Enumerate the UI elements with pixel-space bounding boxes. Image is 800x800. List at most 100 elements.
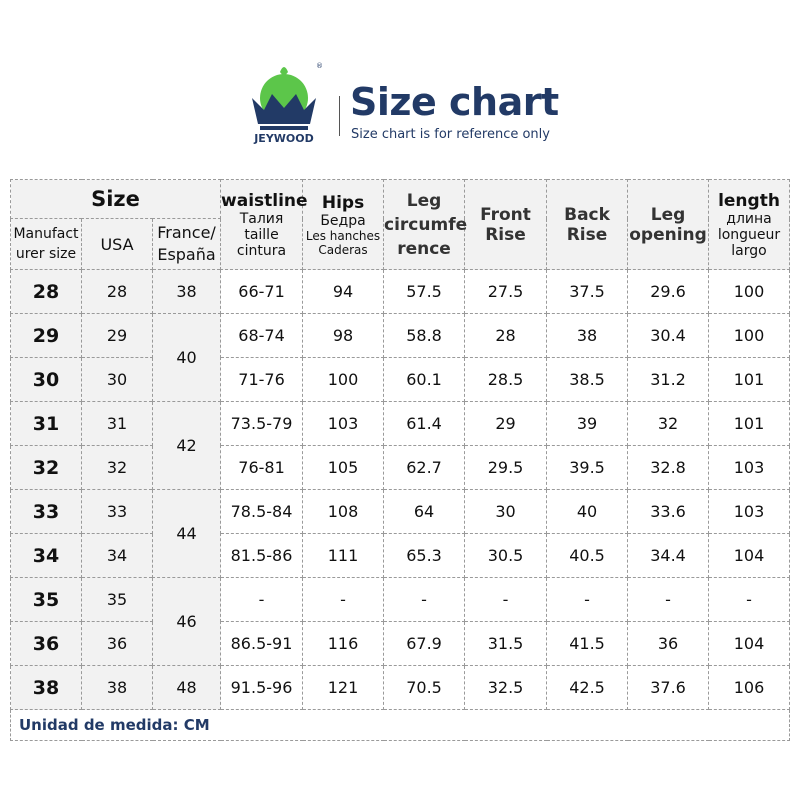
- front-value: 29.5: [464, 445, 548, 490]
- back-value: 39.5: [546, 445, 629, 490]
- usa-size: 28: [81, 269, 153, 314]
- waist-value: 73.5-79: [220, 401, 304, 446]
- table-row: 32 32 76-81 105 62.7 29.5 39.5 32.8 103: [10, 445, 791, 490]
- leg-value: 57.5: [383, 269, 466, 314]
- france-header: France/ España: [151, 218, 222, 270]
- leg-value: 62.7: [383, 445, 466, 490]
- manufacturer-size: 38: [10, 665, 82, 710]
- len-value: 106: [708, 665, 791, 710]
- usa-size: 34: [81, 533, 153, 578]
- len-value: 100: [708, 269, 791, 314]
- back-value: 37.5: [546, 269, 629, 314]
- length-header: length длина longueur largo: [708, 179, 791, 270]
- page-header: JEYWOOD ® Size chart Size chart is for r…: [246, 58, 566, 148]
- manufacturer-size: 34: [10, 533, 82, 578]
- open-value: 30.4: [627, 313, 710, 358]
- hips-value: -: [302, 577, 385, 622]
- waist-value: 76-81: [220, 445, 304, 490]
- svg-text:®: ®: [316, 62, 322, 70]
- back-value: -: [546, 577, 629, 622]
- leg-value: 65.3: [383, 533, 466, 578]
- table-row: 28 28 38 66-71 94 57.5 27.5 37.5 29.6 100: [10, 269, 791, 314]
- waist-value: 66-71: [220, 269, 304, 314]
- table-row: 31 31 42 73.5-79 103 61.4 29 39 32 101: [10, 401, 791, 490]
- hips-value: 98: [302, 313, 385, 358]
- leg-value: 70.5: [383, 665, 466, 710]
- table-row: 34 34 81.5-86 111 65.3 30.5 40.5 34.4 104: [10, 533, 791, 578]
- len-value: 103: [708, 489, 791, 534]
- manufacturer-size: 32: [10, 445, 82, 490]
- open-value: 32: [627, 401, 710, 446]
- hips-value: 100: [302, 357, 385, 402]
- front-value: 27.5: [464, 269, 548, 314]
- leg-value: 61.4: [383, 401, 466, 446]
- open-value: 36: [627, 621, 710, 666]
- manufacturer-size: 33: [10, 489, 82, 534]
- hips-value: 94: [302, 269, 385, 314]
- france-size: 38: [151, 269, 222, 314]
- front-value: 32.5: [464, 665, 548, 710]
- brand-logo: JEYWOOD ®: [252, 62, 322, 144]
- header-divider: [339, 96, 340, 136]
- manufacturer-size: 35: [10, 577, 82, 622]
- front-value: 28.5: [464, 357, 548, 402]
- len-value: -: [708, 577, 791, 622]
- table-row: 29 29 40 68-74 98 58.8 28 38 30.4 100: [10, 313, 791, 402]
- front-value: 30: [464, 489, 548, 534]
- front-value: -: [464, 577, 548, 622]
- france-size: 46: [151, 577, 222, 666]
- table-row: 30 30 71-76 100 60.1 28.5 38.5 31.2 101: [10, 357, 791, 402]
- svg-text:JEYWOOD: JEYWOOD: [253, 132, 314, 144]
- open-value: 32.8: [627, 445, 710, 490]
- front-value: 29: [464, 401, 548, 446]
- table-row: 33 33 44 78.5-84 108 64 30 40 33.6 103: [10, 489, 791, 578]
- france-size: 44: [151, 489, 222, 578]
- leg-value: 67.9: [383, 621, 466, 666]
- table-row: 35 35 46- - - - - - -: [10, 577, 791, 666]
- back-value: 41.5: [546, 621, 629, 666]
- back-value: 39: [546, 401, 629, 446]
- back-value: 38.5: [546, 357, 629, 402]
- waist-value: 86.5-91: [220, 621, 304, 666]
- usa-size: 38: [81, 665, 153, 710]
- len-value: 103: [708, 445, 791, 490]
- front-value: 30.5: [464, 533, 548, 578]
- waist-value: 78.5-84: [220, 489, 304, 534]
- open-value: 31.2: [627, 357, 710, 402]
- usa-size: 30: [81, 357, 153, 402]
- manufacturer-size-header: Manufact urer size: [10, 218, 82, 270]
- leg-value: 58.8: [383, 313, 466, 358]
- manufacturer-size: 31: [10, 401, 82, 446]
- usa-size: 35: [81, 577, 153, 622]
- table-row: 38 38 48 91.5-96 121 70.5 32.5 42.5 37.6 106: [10, 665, 791, 710]
- usa-size: 29: [81, 313, 153, 358]
- back-value: 40.5: [546, 533, 629, 578]
- len-value: 101: [708, 401, 791, 446]
- page-title: Size chart: [350, 80, 559, 124]
- france-size: 48: [151, 665, 222, 710]
- hips-value: 121: [302, 665, 385, 710]
- waist-value: -: [220, 577, 304, 622]
- hips-value: 111: [302, 533, 385, 578]
- hips-header: Hips Бедра Les hanches Caderas: [302, 179, 385, 270]
- back-value: 38: [546, 313, 629, 358]
- france-size: 42: [151, 401, 222, 490]
- manufacturer-size: 28: [10, 269, 82, 314]
- leg-opening-header: Leg opening: [627, 179, 710, 270]
- waist-header: waistline Талия taille cintura: [220, 179, 308, 270]
- open-value: 37.6: [627, 665, 710, 710]
- open-value: 33.6: [627, 489, 710, 534]
- page-subtitle: Size chart is for reference only: [351, 127, 550, 142]
- open-value: 29.6: [627, 269, 710, 314]
- manufacturer-size: 30: [10, 357, 82, 402]
- hips-value: 103: [302, 401, 385, 446]
- usa-size: 32: [81, 445, 153, 490]
- hips-value: 105: [302, 445, 385, 490]
- usa-size: 33: [81, 489, 153, 534]
- len-value: 104: [708, 621, 791, 666]
- manufacturer-size: 29: [10, 313, 82, 358]
- leg-value: 64: [383, 489, 466, 534]
- len-value: 101: [708, 357, 791, 402]
- size-chart-table: Size waistline Талия taille cintura Hips Бед…: [9, 179, 791, 741]
- france-size: 40: [151, 313, 222, 402]
